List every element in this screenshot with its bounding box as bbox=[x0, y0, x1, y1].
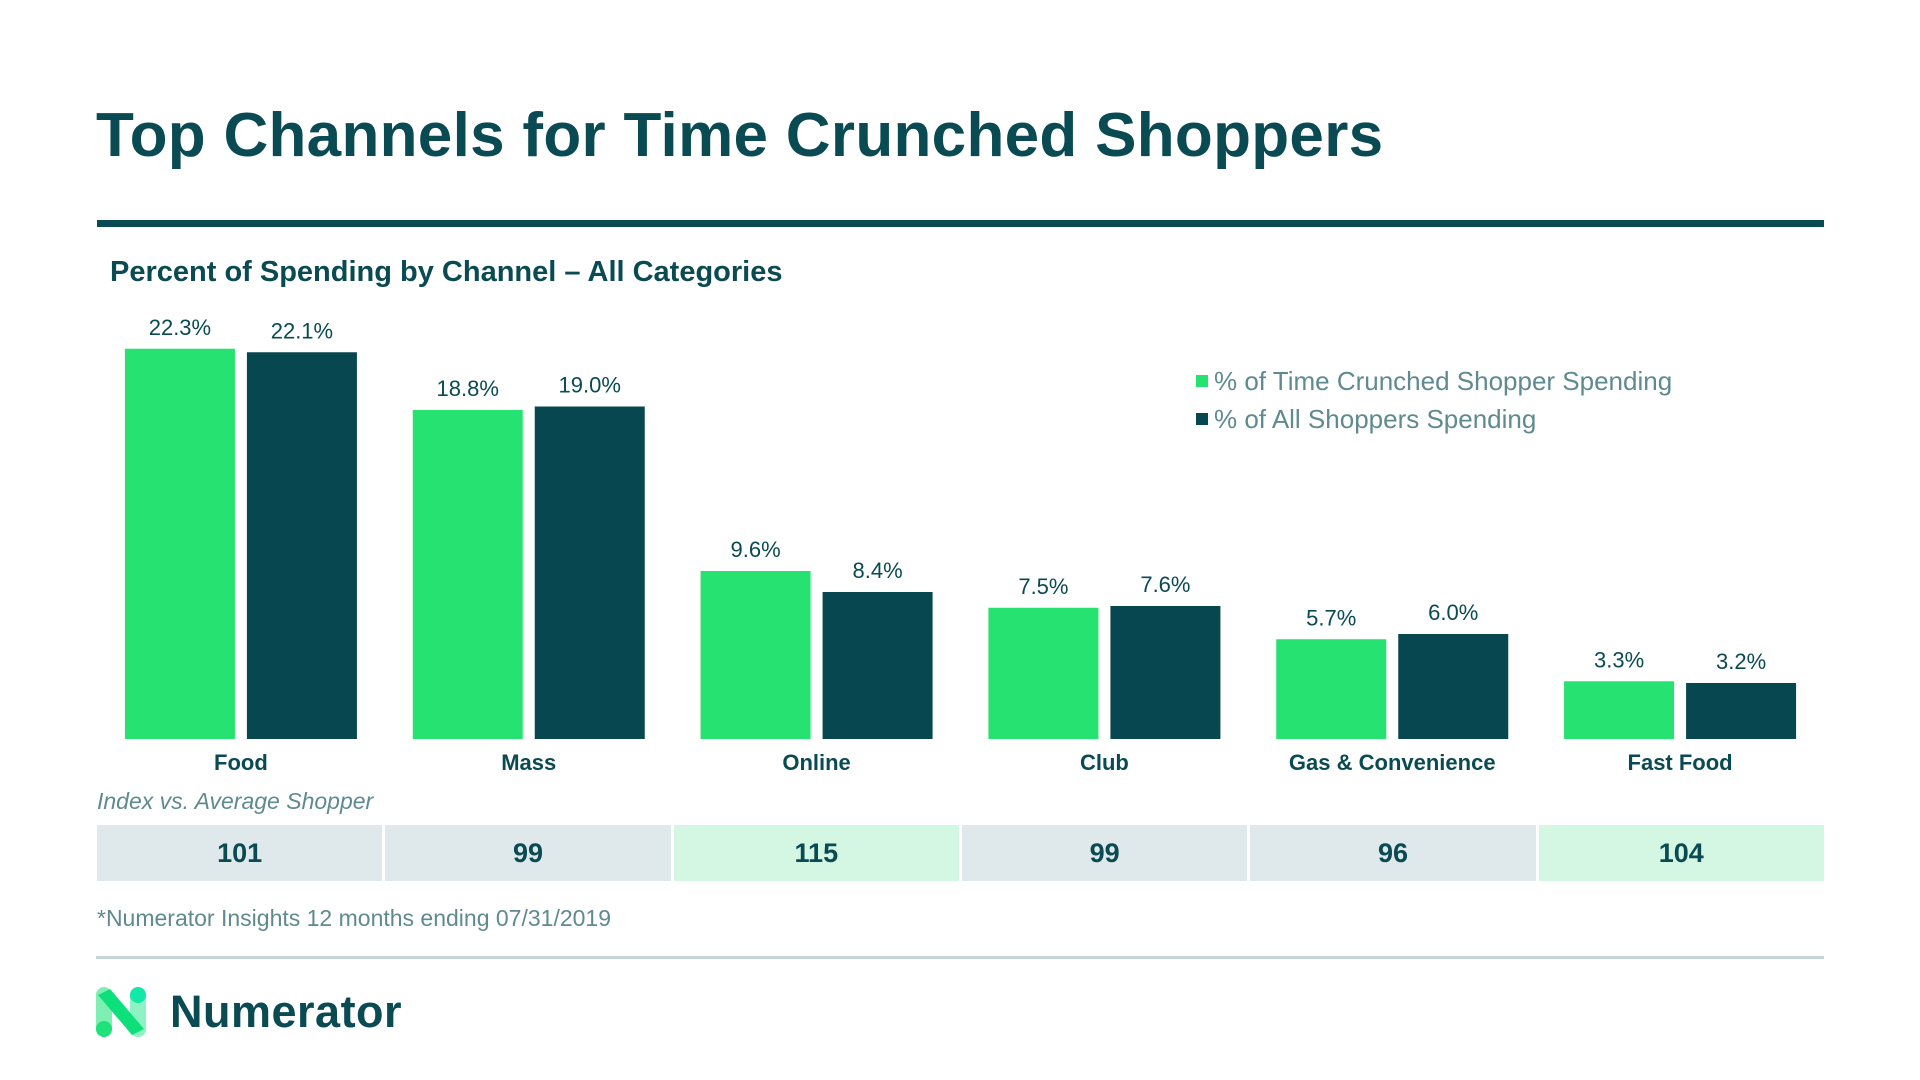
legend-swatch-green bbox=[1196, 375, 1208, 387]
index-cell-club: 99 bbox=[961, 825, 1248, 881]
footer-divider bbox=[96, 956, 1824, 959]
bar-food-series-2 bbox=[246, 352, 357, 739]
bar-gas-convenience-series-1 bbox=[1276, 639, 1387, 739]
brand-name: Numerator bbox=[170, 986, 403, 1037]
data-label-mass-series-1: 18.8% bbox=[437, 376, 499, 401]
category-label-fast-food: Fast Food bbox=[1628, 750, 1733, 775]
category-label-mass: Mass bbox=[501, 750, 556, 775]
index-cell-online: 115 bbox=[673, 825, 959, 881]
data-label-online-series-1: 9.6% bbox=[731, 537, 781, 562]
category-label-gas-convenience: Gas & Convenience bbox=[1289, 750, 1496, 775]
numerator-logo: Numerator bbox=[96, 986, 402, 1038]
data-label-club-series-2: 7.6% bbox=[1140, 572, 1190, 597]
source-footnote: *Numerator Insights 12 months ending 07/… bbox=[97, 905, 611, 931]
legend-swatch-dark bbox=[1196, 413, 1208, 425]
page-title: Top Channels for Time Crunched Shoppers bbox=[96, 101, 1384, 170]
data-label-food-series-1: 22.3% bbox=[149, 315, 211, 340]
category-label-club: Club bbox=[1080, 750, 1129, 775]
index-cell-food: 101 bbox=[97, 825, 383, 881]
legend-label: % of All Shoppers Spending bbox=[1214, 403, 1537, 434]
index-cell-fast-food: 104 bbox=[1538, 825, 1824, 881]
data-label-fast-food-series-1: 3.3% bbox=[1594, 647, 1644, 672]
bar-chart: 22.3% 22.1% Food 18.8% 19.0% Mass 9.6% 8.4% Onli… bbox=[124, 315, 1797, 775]
bar-gas-convenience-series-2 bbox=[1398, 634, 1509, 739]
data-label-club-series-1: 7.5% bbox=[1018, 574, 1068, 599]
bar-fast-food-series-2 bbox=[1686, 683, 1797, 739]
legend-item-all-shoppers: % of All Shoppers Spending bbox=[1196, 400, 1672, 438]
data-label-gas-convenience-series-1: 5.7% bbox=[1306, 605, 1356, 630]
data-label-fast-food-series-2: 3.2% bbox=[1716, 649, 1766, 674]
index-label: Index vs. Average Shopper bbox=[97, 788, 374, 814]
bar-mass-series-1 bbox=[412, 410, 523, 739]
data-label-online-series-2: 8.4% bbox=[853, 558, 903, 583]
bar-online-series-1 bbox=[700, 571, 811, 739]
chart-legend: % of Time Crunched Shopper Spending % of… bbox=[1196, 362, 1672, 438]
bar-mass-series-2 bbox=[534, 406, 645, 739]
category-label-online: Online bbox=[782, 750, 850, 775]
legend-label: % of Time Crunched Shopper Spending bbox=[1214, 365, 1673, 396]
bar-food-series-1 bbox=[124, 348, 235, 739]
category-label-food: Food bbox=[214, 750, 268, 775]
bar-club-series-1 bbox=[988, 607, 1099, 739]
index-cell-gas-convenience: 96 bbox=[1250, 825, 1536, 881]
data-label-food-series-2: 22.1% bbox=[271, 318, 333, 343]
title-divider bbox=[97, 220, 1824, 227]
bar-fast-food-series-1 bbox=[1564, 681, 1675, 739]
legend-item-time-crunched: % of Time Crunched Shopper Spending bbox=[1196, 362, 1672, 400]
bar-club-series-2 bbox=[1110, 606, 1221, 739]
index-row: 101 99 115 99 96 104 bbox=[97, 825, 1824, 881]
index-cell-mass: 99 bbox=[385, 825, 671, 881]
bar-online-series-2 bbox=[822, 592, 933, 739]
data-label-mass-series-2: 19.0% bbox=[559, 373, 621, 398]
numerator-n-logo-icon bbox=[96, 987, 146, 1037]
data-label-gas-convenience-series-2: 6.0% bbox=[1428, 600, 1478, 625]
chart-subtitle: Percent of Spending by Channel – All Cat… bbox=[110, 256, 783, 288]
